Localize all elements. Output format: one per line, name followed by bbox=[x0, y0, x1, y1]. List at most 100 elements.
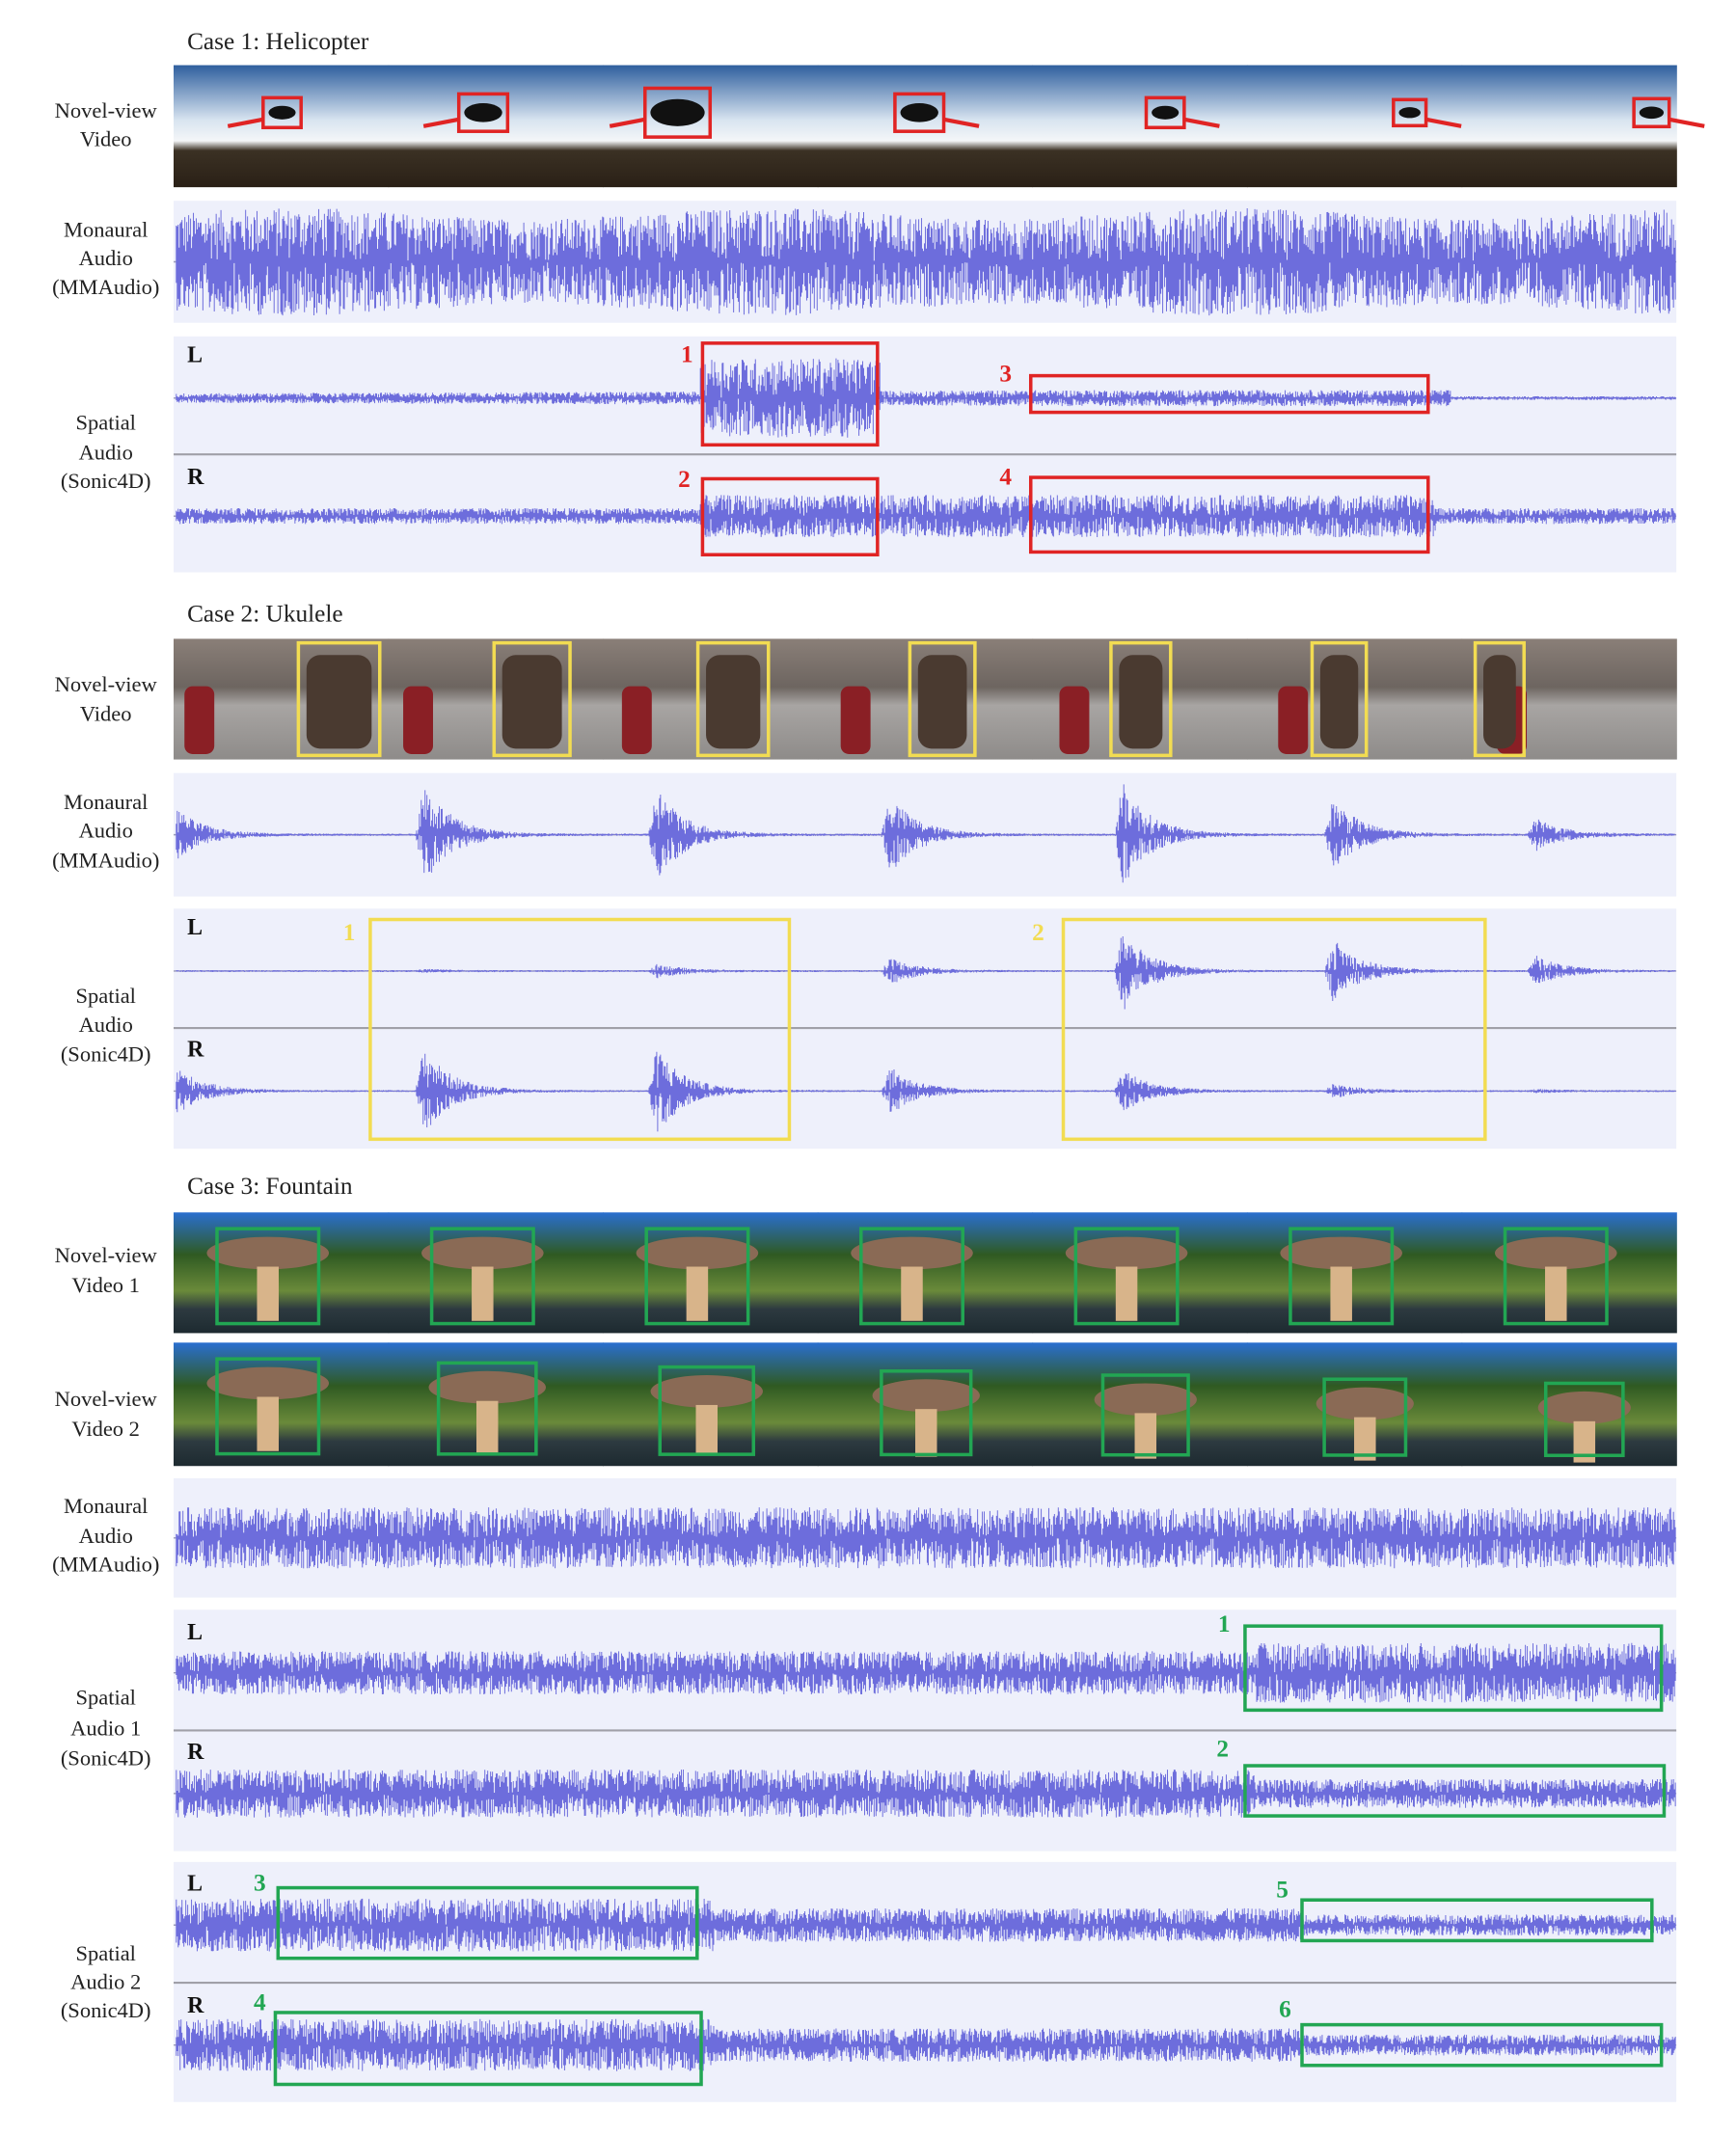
row-label: Audio bbox=[79, 246, 133, 270]
helicopter bbox=[1398, 107, 1421, 119]
box-number: 1 bbox=[1218, 1610, 1231, 1637]
channel-label: L bbox=[187, 1620, 203, 1645]
object-box bbox=[492, 640, 572, 758]
object-box bbox=[215, 1357, 321, 1456]
highlight-box bbox=[700, 341, 880, 447]
highlight-box bbox=[368, 917, 792, 1142]
box-number: 2 bbox=[1216, 1735, 1229, 1762]
channel-label: R bbox=[187, 1993, 204, 2018]
case-title: Case 1: Helicopter bbox=[187, 28, 369, 55]
row-label: Monaural bbox=[64, 218, 148, 242]
video-frame bbox=[1032, 1212, 1248, 1334]
row-label: (MMAudio) bbox=[52, 275, 159, 299]
object-box bbox=[643, 86, 713, 139]
fountain-base bbox=[1354, 1417, 1376, 1461]
waveform bbox=[176, 2018, 1676, 2071]
row-label: Audio 2 bbox=[70, 1970, 141, 1994]
fountain bbox=[851, 1236, 973, 1270]
row-label: Novel-view bbox=[55, 1387, 158, 1411]
box-number: 1 bbox=[681, 341, 693, 368]
channel-label: R bbox=[187, 1740, 204, 1765]
row-label: (Sonic4D) bbox=[61, 469, 151, 493]
row-label: Audio bbox=[79, 440, 133, 464]
hydrant bbox=[1278, 686, 1309, 754]
case-title: Case 3: Fountain bbox=[187, 1173, 353, 1200]
object-box bbox=[1288, 1227, 1395, 1326]
box-number: 3 bbox=[999, 360, 1012, 387]
object-box bbox=[644, 1227, 750, 1326]
object-box bbox=[1310, 640, 1369, 758]
video-frame bbox=[1246, 65, 1463, 188]
motion-arrow bbox=[1183, 117, 1220, 128]
highlight-box bbox=[1028, 373, 1430, 415]
fountain bbox=[1537, 1391, 1631, 1424]
motion-arrow bbox=[943, 117, 980, 128]
fountain bbox=[206, 1366, 330, 1400]
row-label: Audio bbox=[79, 1524, 133, 1548]
box-number: 6 bbox=[1279, 1995, 1291, 2022]
fountain bbox=[1316, 1387, 1414, 1420]
channel-label: R bbox=[187, 465, 204, 490]
box-number: 4 bbox=[254, 1988, 266, 2015]
waveform bbox=[176, 495, 1676, 537]
video-frame bbox=[603, 1212, 819, 1334]
row-label: Monaural bbox=[64, 790, 148, 814]
hydrant bbox=[621, 686, 652, 754]
fountain bbox=[1280, 1236, 1402, 1270]
waveform bbox=[176, 1507, 1676, 1569]
row-label: (Sonic4D) bbox=[61, 1042, 151, 1067]
object-box bbox=[1632, 96, 1671, 129]
row-label: Spatial bbox=[75, 1941, 136, 1965]
fountain-base bbox=[695, 1404, 719, 1455]
person bbox=[1119, 655, 1163, 749]
helicopter bbox=[1639, 106, 1665, 120]
channel-label: L bbox=[187, 915, 203, 940]
fountain-base bbox=[1115, 1266, 1138, 1321]
row-label: Audio 1 bbox=[70, 1717, 141, 1741]
waveform bbox=[176, 1051, 1676, 1132]
waveform bbox=[176, 935, 1676, 1010]
fountain-base bbox=[901, 1266, 923, 1321]
waveform bbox=[176, 1642, 1676, 1703]
row-label: (MMAudio) bbox=[52, 1552, 159, 1576]
channel-label: L bbox=[187, 342, 203, 367]
fountain bbox=[421, 1236, 544, 1270]
video-frame bbox=[174, 1212, 390, 1334]
video-frame bbox=[388, 65, 604, 188]
person bbox=[502, 655, 562, 749]
row-label: Video bbox=[80, 702, 132, 726]
fountain-base bbox=[915, 1409, 937, 1457]
box-number: 2 bbox=[1032, 919, 1044, 946]
highlight-box bbox=[1300, 1898, 1654, 1943]
box-number: 3 bbox=[254, 1870, 266, 1897]
fountain bbox=[428, 1370, 546, 1404]
hydrant bbox=[1059, 686, 1090, 754]
box-number: 4 bbox=[999, 463, 1012, 490]
fountain-base bbox=[472, 1266, 494, 1321]
helicopter bbox=[900, 102, 938, 122]
object-box bbox=[429, 1227, 535, 1326]
motion-arrow bbox=[1425, 117, 1462, 128]
fountain-base bbox=[686, 1266, 709, 1321]
row-label: Spatial bbox=[75, 1685, 136, 1709]
video-frame bbox=[817, 65, 1034, 188]
fountain-base bbox=[1573, 1420, 1596, 1463]
fountain bbox=[636, 1236, 759, 1270]
box-number: 1 bbox=[343, 919, 356, 946]
helicopter bbox=[268, 105, 296, 120]
case-title: Case 2: Ukulele bbox=[187, 600, 343, 627]
row-label: Audio bbox=[79, 819, 133, 843]
object-box bbox=[859, 1227, 964, 1326]
row-label: Video 2 bbox=[71, 1417, 140, 1441]
object-box bbox=[436, 1361, 538, 1456]
object-box bbox=[215, 1227, 321, 1326]
helicopter bbox=[464, 102, 502, 122]
person bbox=[706, 655, 761, 749]
waveform bbox=[176, 1769, 1676, 1818]
waveform bbox=[176, 784, 1676, 883]
fountain bbox=[1094, 1383, 1197, 1417]
hydrant bbox=[840, 686, 871, 754]
person bbox=[917, 655, 967, 749]
highlight-box bbox=[1243, 1764, 1667, 1818]
